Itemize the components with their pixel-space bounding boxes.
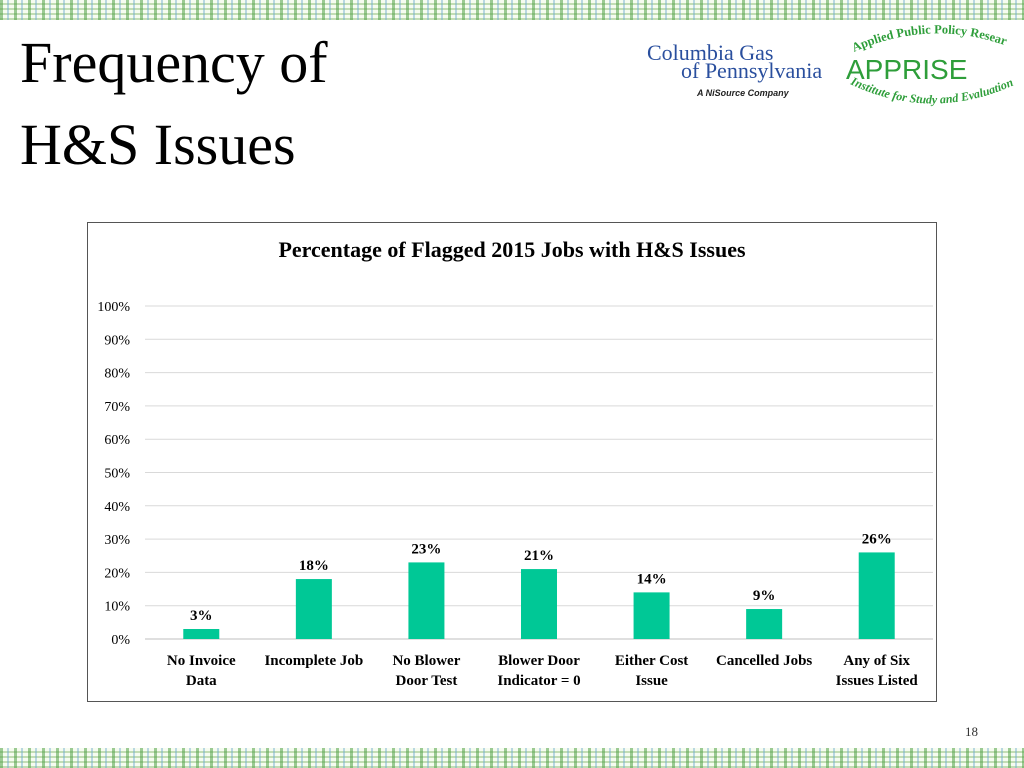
- x-tick-label-line-2: Data: [186, 673, 217, 689]
- chart-title: Percentage of Flagged 2015 Jobs with H&S…: [278, 237, 746, 262]
- decorative-bottom-band: [0, 748, 1024, 768]
- bar: [858, 552, 895, 639]
- bar: [746, 609, 783, 639]
- apprise-arc-top-text: Applied Public Policy Research: [842, 22, 1009, 55]
- chart-frame: Percentage of Flagged 2015 Jobs with H&S…: [87, 222, 937, 702]
- data-label: 9%: [753, 588, 776, 604]
- apprise-logo-graphic: Applied Public Policy Research APPRISE I…: [839, 11, 1016, 107]
- x-tick-label: Cancelled Jobs: [716, 653, 812, 669]
- x-tick-label-line-2: Issues Listed: [836, 673, 919, 689]
- y-tick-label: 10%: [104, 600, 130, 615]
- x-tick-label: Incomplete Job: [264, 653, 363, 669]
- y-tick-label: 20%: [104, 566, 130, 581]
- data-label: 3%: [190, 608, 213, 624]
- bar: [408, 562, 445, 639]
- columbia-logo-tagline: A NiSource Company: [697, 88, 789, 98]
- slide-title-line-2: H&S Issues: [20, 112, 296, 177]
- data-label: 26%: [862, 531, 892, 547]
- bar: [633, 592, 670, 639]
- x-tick-label-line-2: Issue: [635, 673, 668, 689]
- y-tick-label: 100%: [97, 300, 130, 315]
- x-tick-label: No Blower: [392, 653, 460, 669]
- columbia-logo-line-2: of Pennsylvania: [681, 58, 823, 83]
- y-tick-label: 60%: [104, 433, 130, 448]
- page-number: 18: [965, 724, 978, 739]
- y-tick-label: 70%: [104, 400, 130, 415]
- y-tick-label: 40%: [104, 500, 130, 515]
- bar: [183, 629, 220, 639]
- data-label: 14%: [637, 571, 667, 587]
- x-tick-label-line-2: Indicator = 0: [497, 673, 580, 689]
- bar: [521, 569, 557, 639]
- slide-title: Frequency of H&S Issues: [20, 22, 328, 186]
- data-label: 21%: [524, 548, 554, 564]
- y-tick-label: 30%: [104, 533, 130, 548]
- apprise-logo: Applied Public Policy Research APPRISE I…: [839, 11, 1017, 112]
- y-tick-label: 80%: [104, 367, 130, 382]
- data-label: 18%: [299, 558, 329, 574]
- bar: [295, 579, 332, 639]
- slide-title-line-1: Frequency of: [20, 30, 328, 95]
- data-label: 23%: [411, 541, 441, 557]
- x-tick-label-line-2: Door Test: [396, 673, 458, 689]
- apprise-name-text: APPRISE: [846, 54, 967, 85]
- decorative-top-band: [0, 0, 1024, 20]
- y-tick-label: 50%: [104, 467, 130, 482]
- x-tick-label: No Invoice: [167, 653, 236, 669]
- columbia-logo-line-1: Columbia Gas: [647, 40, 774, 65]
- x-tick-label: Either Cost: [615, 653, 688, 669]
- y-tick-label: 0%: [111, 633, 130, 648]
- x-tick-label: Any of Six: [843, 653, 910, 669]
- x-tick-label: Blower Door: [498, 653, 580, 669]
- columbia-gas-logo: Columbia Gas of Pennsylvania A NiSource …: [645, 40, 840, 100]
- bar-chart: Percentage of Flagged 2015 Jobs with H&S…: [97, 237, 933, 689]
- y-tick-label: 90%: [104, 333, 130, 348]
